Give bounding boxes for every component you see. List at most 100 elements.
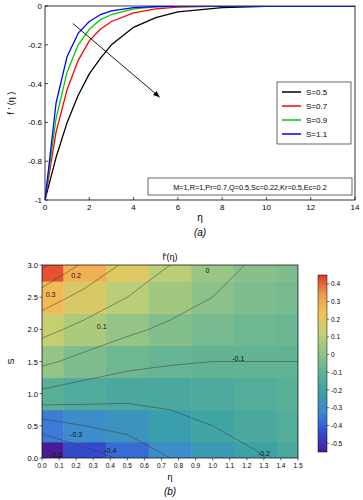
- series-line: [45, 6, 355, 200]
- y-tick-label: -1: [35, 196, 43, 205]
- heat-cell: [191, 265, 234, 282]
- x-tick-label: 14: [351, 203, 360, 212]
- y-tick-label: 2.5: [28, 293, 38, 302]
- x-tick: [310, 197, 311, 200]
- x-tick: [144, 458, 145, 461]
- x-tick: [263, 458, 264, 461]
- x-tick: [177, 197, 178, 200]
- colorbar-tick: [327, 301, 330, 302]
- y-tick: [45, 6, 48, 7]
- heat-cell: [63, 442, 106, 458]
- y-tick-label: -0.2: [28, 41, 42, 50]
- heat-cell: [63, 265, 106, 282]
- x-tick-label: 0.3: [89, 462, 98, 469]
- heat-cell: [277, 410, 298, 443]
- heat-cell: [234, 265, 277, 282]
- colorbar-tick-label: -0.2: [331, 387, 343, 394]
- y-tick-label: 1.5: [28, 358, 38, 367]
- x-tick-label: 0.9: [191, 462, 200, 469]
- arrow: [73, 23, 160, 97]
- y-tick: [45, 44, 48, 45]
- x-tick-label: 2: [87, 203, 92, 212]
- x-tick: [246, 458, 247, 461]
- x-tick-label: 8: [220, 203, 225, 212]
- x-tick: [59, 458, 60, 461]
- y-tick-label: 2.0: [28, 325, 38, 334]
- x-tick-label: 0.0: [37, 462, 46, 469]
- colorbar-tick: [327, 336, 330, 337]
- colorbar-tick-label: 0.2: [331, 316, 340, 323]
- contour-line: [42, 265, 48, 269]
- heat-cell: [191, 378, 234, 411]
- heat-cell: [277, 265, 298, 282]
- annotation: M=1,R=1,Pr=0.7,Q=0.5,Sc=0.22,Kr=0.5,Ec=0…: [173, 183, 327, 192]
- colorbar-tick-label: 0.1: [331, 333, 340, 340]
- caption: (a): [194, 227, 206, 238]
- x-tick-label: 0.1: [55, 462, 64, 469]
- colorbar-tick-label: -0.5: [331, 440, 343, 447]
- colorbar-tick: [327, 354, 330, 355]
- heat-cell: [149, 313, 192, 346]
- heat-cell: [149, 265, 192, 282]
- heat-cell: [63, 313, 106, 346]
- y-tick-label: -0.6: [28, 118, 42, 127]
- legend-swatch: [282, 119, 301, 121]
- heat-cell: [42, 442, 64, 458]
- heat-cell: [42, 378, 64, 411]
- y-tick-label: -0.4: [28, 80, 42, 89]
- contour-line: [42, 450, 63, 458]
- x-tick: [42, 458, 43, 461]
- x-tick: [222, 197, 223, 200]
- contour-line: [42, 403, 266, 458]
- caption: (b): [164, 486, 176, 497]
- contour-line: [42, 419, 170, 458]
- cells-group: [42, 265, 298, 458]
- heat-cell: [106, 410, 149, 443]
- heat-cell: [234, 378, 277, 411]
- panel-b: 0.20.30.10-0.1-0.3-0.4-0.5-0.20.00.10.20…: [6, 252, 343, 497]
- y-tick: [40, 297, 43, 298]
- colorbar-tick: [327, 372, 330, 373]
- heat-cell: [63, 281, 106, 314]
- heat-cell: [234, 410, 277, 443]
- chart-title: f'(η): [162, 252, 177, 262]
- annotation-box: [148, 178, 352, 195]
- legend-swatch: [282, 133, 301, 135]
- series-line: [45, 6, 355, 200]
- heat-cell: [42, 265, 64, 282]
- x-tick: [355, 197, 356, 200]
- x-tick-label: 10: [262, 203, 271, 212]
- y-axis-label: f ' (η ): [6, 92, 16, 115]
- legend-label: S=0.5: [306, 88, 328, 97]
- legend-label: S=0.7: [306, 102, 328, 111]
- contour-line: [42, 265, 170, 338]
- heat-cell: [191, 442, 234, 458]
- colorbar-tick: [327, 390, 330, 391]
- x-axis-label: η: [197, 212, 203, 223]
- colorbar-tick-label: 0: [331, 351, 335, 358]
- colorbar-tick: [327, 283, 330, 284]
- heat-cell: [149, 410, 192, 443]
- x-tick: [161, 458, 162, 461]
- contour-label: 0.3: [46, 291, 56, 298]
- x-tick-label: 4: [131, 203, 136, 212]
- y-tick: [40, 458, 43, 459]
- colorbar-tick-label: -0.3: [331, 404, 343, 411]
- x-tick: [298, 458, 299, 461]
- heat-cell: [63, 378, 106, 411]
- y-tick-label: 0.5: [28, 422, 38, 431]
- heat-cell: [277, 313, 298, 346]
- y-tick-label: 0: [38, 2, 43, 11]
- colorbar-tick: [327, 407, 330, 408]
- x-tick-label: 1.4: [276, 462, 285, 469]
- x-tick-label: 1.2: [242, 462, 251, 469]
- plot-frame: [45, 6, 355, 200]
- legend-box: [277, 82, 351, 144]
- x-tick: [93, 458, 94, 461]
- series-line: [45, 6, 355, 200]
- colorbar: [318, 275, 327, 452]
- heat-cell: [191, 281, 234, 314]
- contour-label: 0: [206, 267, 210, 274]
- x-tick-label: 0.8: [174, 462, 183, 469]
- heat-cell: [234, 313, 277, 346]
